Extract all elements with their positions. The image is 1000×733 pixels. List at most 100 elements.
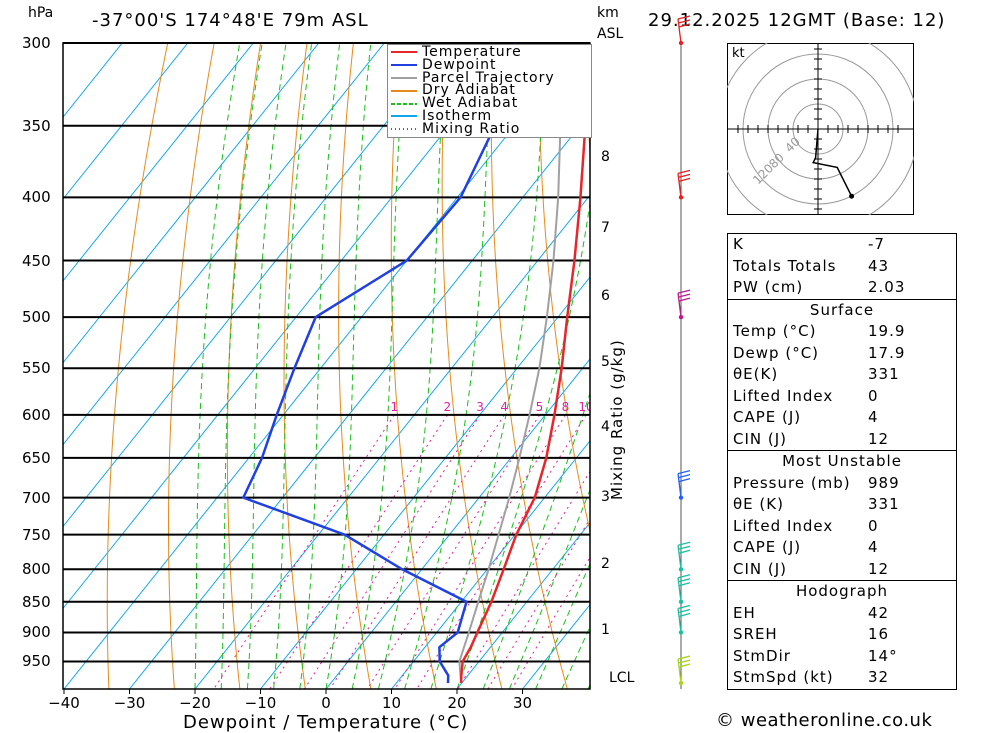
surface-row: CAPE (J) 4 [733, 408, 879, 426]
most-unstable-row: CAPE (J) 4 [733, 538, 879, 556]
dry-adiabat-line [226, 43, 262, 689]
pressure-tick-label: 850 [22, 592, 51, 611]
isotherm-line [63, 43, 516, 610]
pressure-tick-label: 550 [22, 359, 51, 378]
height-tick-label: 1 [601, 621, 610, 638]
surface-section: Surface Temp (°C) 19.9 Dewp (°C) 17.9 θE(K) 3… [728, 298, 956, 451]
x-tick-label: 0 [321, 694, 331, 712]
most-unstable-row: Lifted Index 0 [733, 516, 879, 535]
height-tick-label: 8 [601, 149, 610, 166]
mixing-ratio-line [269, 414, 448, 689]
pressure-tick-label: 650 [22, 448, 51, 467]
hodograph-section: Hodograph EH 42 SREH 16 StmDir 14° StmSpd (kt)… [728, 580, 956, 689]
x-tick-label: 30 [513, 694, 532, 712]
mixing-ratio-label: 8 [562, 400, 570, 414]
pressure-tick-label: 950 [22, 652, 51, 671]
pressure-tick-label: 400 [22, 188, 51, 207]
hodograph-stat-row: StmSpd (kt) 32 [733, 668, 890, 686]
mixing-ratio-line [366, 414, 540, 689]
isotherm-line [63, 43, 123, 118]
x-tick-label: −30 [114, 694, 146, 712]
isotherm-line [63, 43, 385, 446]
mixing-ratio-line [511, 556, 590, 689]
hodograph-stat-row: SREH 16 [733, 625, 890, 643]
asl-unit-label: ASL [597, 26, 624, 42]
dry-adiabat-line [106, 43, 169, 689]
hodograph-end-point [849, 193, 855, 199]
mixing-ratio-label: 4 [500, 400, 508, 414]
mixing-ratio-label: 20 [645, 400, 660, 414]
isotherm-line [260, 276, 590, 689]
hodograph-trace [812, 128, 853, 197]
mixing-ratio-label: 2 [443, 400, 451, 414]
mixing-ratio-line [213, 414, 395, 689]
most-unstable-row: Pressure (mb) 989 [733, 473, 900, 492]
mixing-ratio-label: 3 [476, 400, 484, 414]
wind-barb [677, 541, 691, 570]
stats-table: K -7 Totals Totals 43 PW (cm) 2.03 Surface … [727, 233, 957, 690]
wind-barb [677, 169, 691, 198]
height-tick-label: 7 [601, 219, 610, 236]
parcel-trajectory-line [458, 60, 565, 684]
mixing-ratio-line [304, 414, 481, 689]
mixing-ratio-label: 5 [536, 400, 544, 414]
dry-adiabat-line [957, 43, 1000, 689]
legend-item: Parcel Trajectory [391, 69, 555, 86]
x-tick-label: −20 [179, 694, 211, 712]
location-title: -37°00'S 174°48'E 79m ASL [92, 10, 369, 31]
pressure-tick-label: 450 [22, 251, 51, 270]
stat-totals-totals: Totals Totals 43 [733, 256, 890, 275]
isotherm-line [63, 43, 189, 200]
mixing-ratio-axis-label: Mixing Ratio (g/kg) [608, 339, 626, 500]
copyright[interactable]: © weatheronline.co.uk [716, 710, 933, 731]
most-unstable-section: Most Unstable Pressure (mb) 989 θE (K) 331 L… [728, 450, 956, 580]
temperature-line [459, 84, 590, 684]
mixing-ratio-label: 1 [390, 400, 398, 414]
pressure-unit-label: hPa [28, 5, 54, 21]
height-tick-label: 5 [601, 354, 610, 371]
mixing-ratio-label: 10 [578, 400, 593, 414]
height-tick-label: 4 [601, 419, 610, 436]
legend-item: Wet Adiabat [391, 95, 519, 112]
x-tick-label: 10 [382, 694, 401, 712]
pressure-tick-label: 700 [22, 488, 51, 507]
wet-adiabat-line [246, 43, 287, 689]
hodograph-stat-row: EH 42 [733, 603, 890, 622]
isotherm-line [456, 521, 590, 689]
legend-item: Temperature [391, 44, 522, 60]
height-tick-label: LCL [609, 670, 635, 687]
pressure-tick-label: 800 [22, 560, 51, 579]
legend-item: Dewpoint [391, 56, 497, 73]
wind-barb [677, 469, 691, 498]
wet-adiabat-line [508, 488, 590, 689]
surface-row: Dewp (°C) 17.9 [733, 343, 906, 362]
legend-item: Dry Adiabat [391, 82, 516, 99]
wet-adiabat-line [299, 43, 341, 689]
mixing-ratio-line [329, 414, 505, 689]
pressure-tick-label: 500 [22, 308, 51, 327]
hodograph-title: Hodograph [795, 582, 889, 600]
x-tick-label: 20 [447, 694, 466, 712]
surface-row: θE(K) 331 [733, 365, 900, 383]
isotherm-line [194, 194, 590, 689]
wind-barb [677, 574, 691, 602]
km-unit-label: km [597, 5, 619, 21]
stat-pw: PW (cm) 2.03 [733, 278, 906, 296]
legend-item: Isotherm [391, 107, 493, 124]
mixing-ratio-line [457, 470, 590, 689]
wet-adiabat-line [351, 43, 407, 689]
surface-row: CIN (J) 12 [733, 429, 890, 448]
wet-adiabat-line [535, 562, 590, 689]
surface-row: Lifted Index 0 [733, 386, 879, 405]
wind-barb [677, 289, 691, 318]
wet-adiabat-line [273, 43, 313, 689]
x-tick-label: −40 [48, 694, 80, 712]
x-axis-label: Dewpoint / Temperature (°C) [183, 712, 469, 733]
pressure-tick-label: 600 [22, 405, 51, 424]
pressure-tick-label: 300 [22, 34, 51, 52]
isotherm-line [63, 43, 582, 689]
isotherm-line [63, 43, 254, 282]
isotherm-line [63, 43, 451, 528]
dry-adiabat-line [390, 43, 437, 689]
hodograph-unit: kt [732, 46, 745, 61]
